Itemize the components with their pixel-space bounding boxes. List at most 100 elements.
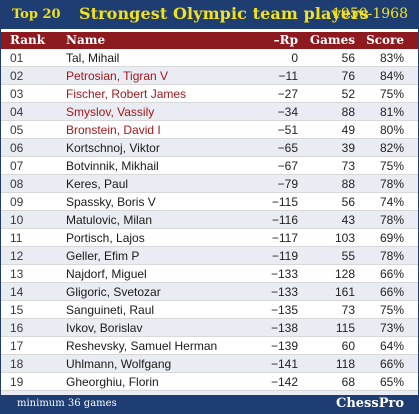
rank-cell: 06: [10, 141, 24, 155]
score-cell: 64%: [379, 339, 404, 353]
score-cell: 73%: [379, 321, 404, 335]
games-cell: 56: [341, 51, 355, 65]
rp-cell: −135: [270, 303, 298, 317]
rp-cell: −138: [270, 321, 298, 335]
games-cell: 118: [335, 357, 355, 371]
rank-cell: 19: [10, 375, 24, 389]
rank-cell: 11: [10, 231, 23, 245]
rank-cell: 02: [10, 69, 24, 83]
score-cell: 84%: [379, 69, 404, 83]
score-cell: 75%: [379, 303, 404, 317]
player-name: Smyslov, Vassily: [66, 105, 155, 119]
title-bar: Top 20 Strongest Olympic team players 19…: [1, 1, 418, 29]
header-games: Games: [309, 33, 355, 47]
player-name: Botvinnik, Mikhail: [66, 159, 159, 173]
score-cell: 82%: [379, 141, 404, 155]
score-cell: 78%: [379, 249, 404, 263]
score-cell: 75%: [379, 159, 404, 173]
rank-cell: 14: [10, 285, 24, 299]
games-cell: 39: [341, 141, 355, 155]
footer-bar: minimum 36 games ChessPro: [1, 395, 418, 413]
rp-cell: −142: [270, 375, 298, 389]
table-row: 06 Kortschnoj, Viktor −65 39 82%: [1, 139, 418, 157]
player-name: Gligoric, Svetozar: [66, 285, 161, 299]
score-cell: 69%: [379, 231, 404, 245]
player-name: Spassky, Boris V: [66, 195, 156, 209]
header-rp: –Rp: [273, 33, 298, 47]
rp-cell: −119: [271, 249, 298, 263]
games-cell: 56: [341, 195, 355, 209]
column-header-row: Rank Name –Rp Games Score: [1, 32, 418, 49]
header-score: Score: [366, 33, 404, 47]
player-name: Reshevsky, Samuel Herman: [66, 339, 218, 353]
score-cell: 66%: [379, 267, 404, 281]
player-name: Kortschnoj, Viktor: [66, 141, 160, 155]
score-cell: 66%: [379, 357, 404, 371]
games-cell: 103: [334, 231, 355, 245]
table-title: Strongest Olympic team players: [79, 4, 369, 23]
table-row: 09 Spassky, Boris V −115 56 74%: [1, 193, 418, 211]
games-cell: 88: [341, 105, 355, 119]
games-cell: 49: [341, 123, 355, 137]
rp-cell: −117: [271, 231, 298, 245]
table-row: 13 Najdorf, Miguel −133 128 66%: [1, 265, 418, 283]
header-name: Name: [66, 33, 106, 47]
table-row: 16 Ivkov, Borislav −138 115 73%: [1, 319, 418, 337]
score-cell: 65%: [379, 375, 404, 389]
player-name: Matulovic, Milan: [66, 213, 153, 227]
rp-cell: −79: [277, 177, 298, 191]
rank-cell: 03: [10, 87, 24, 101]
table-row: 15 Sanguineti, Raul −135 73 75%: [1, 301, 418, 319]
player-name: Uhlmann, Wolfgang: [66, 357, 172, 371]
games-cell: 161: [334, 285, 355, 299]
games-cell: 60: [341, 339, 355, 353]
rp-cell: −51: [277, 123, 298, 137]
rank-cell: 17: [10, 339, 24, 353]
table-row: 02 Petrosian, Tigran V −11 76 84%: [1, 67, 418, 85]
games-cell: 52: [341, 87, 355, 101]
score-cell: 75%: [379, 87, 404, 101]
table-row: 05 Bronstein, David I −51 49 80%: [1, 121, 418, 139]
games-cell: 76: [341, 69, 355, 83]
rp-cell: −67: [277, 159, 298, 173]
rp-cell: −116: [271, 213, 298, 227]
rp-cell: −141: [270, 357, 298, 371]
rp-cell: −65: [277, 141, 298, 155]
player-name: Ivkov, Borislav: [66, 321, 143, 335]
score-cell: 74%: [379, 195, 404, 209]
rp-cell: −139: [270, 339, 298, 353]
rank-cell: 10: [10, 213, 24, 227]
player-name: Geller, Efim P: [66, 249, 140, 263]
rank-cell: 08: [10, 177, 24, 191]
table-row: 01 Tal, Mihail 0 56 83%: [1, 49, 418, 67]
score-cell: 83%: [379, 51, 404, 65]
rank-cell: 12: [10, 249, 24, 263]
games-cell: 88: [341, 177, 355, 191]
rank-cell: 05: [10, 123, 24, 137]
table-row: 03 Fischer, Robert James −27 52 75%: [1, 85, 418, 103]
score-cell: 78%: [379, 177, 404, 191]
games-cell: 115: [335, 321, 355, 335]
player-name: Petrosian, Tigran V: [66, 69, 169, 83]
rp-cell: 0: [291, 51, 298, 65]
top-label: Top 20: [12, 7, 61, 22]
score-cell: 80%: [379, 123, 404, 137]
rank-cell: 15: [10, 303, 24, 317]
rp-cell: −27: [277, 87, 298, 101]
player-name: Gheorghiu, Florin: [66, 375, 159, 389]
rank-cell: 07: [10, 159, 24, 173]
table-row: 11 Portisch, Lajos −117 103 69%: [1, 229, 418, 247]
rank-cell: 18: [10, 357, 24, 371]
rp-cell: −115: [271, 195, 298, 209]
rank-cell: 09: [10, 195, 24, 209]
rank-cell: 04: [10, 105, 24, 119]
table-row: 07 Botvinnik, Mikhail −67 73 75%: [1, 157, 418, 175]
rank-cell: 13: [10, 267, 24, 281]
player-name: Najdorf, Miguel: [66, 267, 147, 281]
table-row: 08 Keres, Paul −79 88 78%: [1, 175, 418, 193]
player-name: Fischer, Robert James: [66, 87, 187, 101]
rp-cell: −133: [270, 285, 298, 299]
brand-logo: ChessPro: [335, 396, 404, 411]
rank-cell: 01: [10, 51, 24, 65]
